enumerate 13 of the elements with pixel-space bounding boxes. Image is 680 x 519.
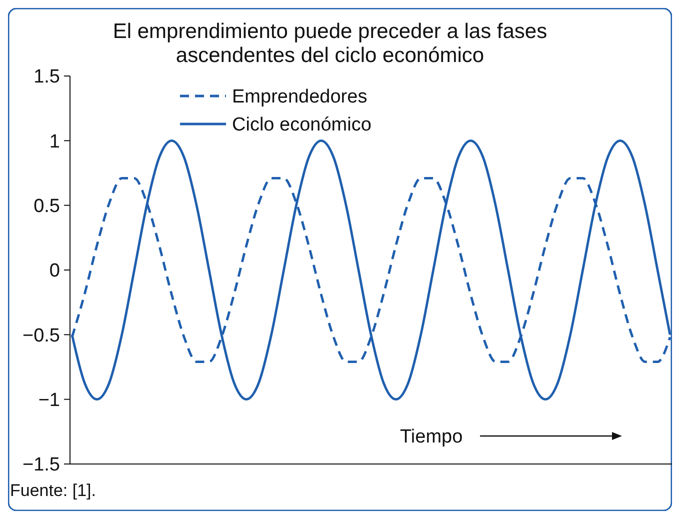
y-tick-label: 1.5: [34, 66, 60, 88]
x-axis-title: Tiempo: [400, 426, 463, 448]
line-series: [70, 139, 672, 401]
y-tick-label: 1: [49, 131, 60, 152]
y-tick-label: −0.5: [22, 325, 60, 346]
chart-title: El emprendimiento puede preceder a las fases ascendentes del ciclo económico: [112, 20, 548, 67]
source-note: Fuente: [1].: [10, 481, 96, 500]
y-tick-label: −1: [38, 390, 60, 411]
y-tick-label: 0.5: [34, 196, 60, 217]
y-tick-label: −1.5: [22, 454, 60, 476]
legend-label: Emprendedores: [232, 86, 368, 108]
y-tick-label: 0: [49, 260, 60, 282]
legend-label: Ciclo económico: [232, 114, 372, 136]
